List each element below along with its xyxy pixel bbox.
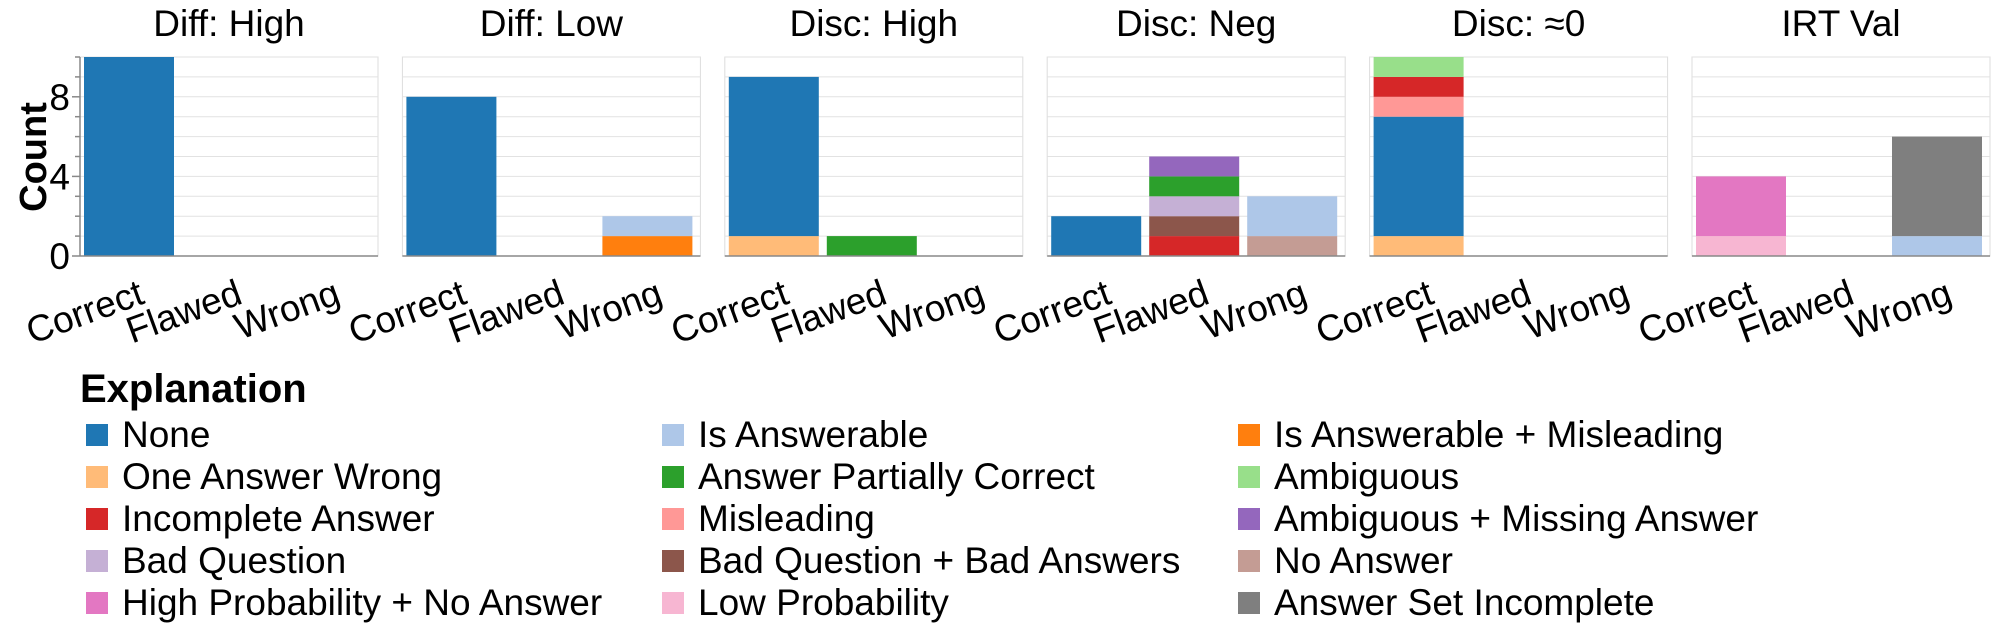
bar-segment [1373, 57, 1464, 77]
panel-title: Disc: Neg [1116, 3, 1276, 44]
bar-segment [602, 216, 693, 237]
legend-item: Incomplete Answer [86, 498, 662, 540]
legend-item: Bad Question + Bad Answers [662, 540, 1238, 582]
bar-segment [406, 96, 497, 256]
panel-title: Diff: High [153, 3, 305, 44]
bar-segment [728, 236, 819, 256]
legend-item: Ambiguous + Missing Answer [1238, 498, 1938, 540]
legend-item: Low Probability [662, 582, 1238, 624]
bar-segment [728, 76, 819, 237]
x-tick-label: Wrong [1196, 272, 1312, 348]
bar-segment [1247, 236, 1338, 256]
x-tick-label: Flawed [1410, 272, 1536, 351]
bar-segment [1373, 96, 1464, 117]
legend-item: Ambiguous [1238, 456, 1938, 498]
bar-segment [84, 57, 174, 256]
bar-segment [1696, 236, 1786, 256]
legend-swatch [86, 550, 108, 572]
legend-swatch [1238, 592, 1260, 614]
bar-segment [1373, 116, 1464, 237]
legend-item: High Probability + No Answer [86, 582, 662, 624]
legend-item: Is Answerable [662, 414, 1238, 456]
legend-label: No Answer [1274, 540, 1453, 581]
legend-label: Is Answerable [698, 414, 929, 455]
legend-label: None [122, 414, 211, 455]
legend-item: Answer Partially Correct [662, 456, 1238, 498]
legend-swatch [86, 592, 108, 614]
bar-segment [1051, 216, 1142, 256]
legend-swatch [86, 508, 108, 530]
legend-swatch [662, 424, 684, 446]
bar-segment [1149, 176, 1240, 197]
bar-segment [1149, 196, 1240, 217]
legend-label: Ambiguous [1274, 456, 1460, 497]
bar-segment [1149, 216, 1240, 237]
legend-label: Misleading [698, 498, 875, 539]
y-tick-label: 8 [49, 77, 70, 118]
bar-segment [1892, 136, 1982, 237]
bar-segment [1696, 176, 1786, 237]
x-tick-label: Wrong [1519, 272, 1635, 348]
legend-swatch [662, 550, 684, 572]
x-tick-label: Wrong [229, 272, 345, 348]
x-tick-label: Wrong [874, 272, 990, 348]
panel-title: IRT Val [1781, 3, 1900, 44]
legend-swatch [1238, 550, 1260, 572]
legend-label: Incomplete Answer [122, 498, 435, 539]
bar-segment [602, 236, 693, 256]
legend-swatch [662, 508, 684, 530]
legend-item: Is Answerable + Misleading [1238, 414, 1938, 456]
legend-swatch [1238, 466, 1260, 488]
y-tick-label: 0 [49, 236, 70, 277]
legend-item: One Answer Wrong [86, 456, 662, 498]
legend-swatch [1238, 508, 1260, 530]
legend-item: No Answer [1238, 540, 1938, 582]
legend-swatch [86, 424, 108, 446]
legend-item: Misleading [662, 498, 1238, 540]
legend: None One Answer Wrong Incomplete Answer Bad… [86, 414, 1986, 629]
bar-segment [1892, 236, 1982, 256]
legend-swatch [662, 592, 684, 614]
legend-swatch [1238, 424, 1260, 446]
legend-label: Bad Question + Bad Answers [698, 540, 1181, 581]
x-tick-label: Flawed [121, 272, 247, 351]
y-tick-label: 4 [49, 156, 70, 197]
legend-label: Bad Question [122, 540, 347, 581]
legend-label: Low Probability [698, 582, 949, 623]
x-tick-label: Wrong [551, 272, 667, 348]
x-tick-label: Flawed [1733, 272, 1859, 351]
bar-segment [1149, 236, 1240, 256]
legend-swatch [86, 466, 108, 488]
legend-label: High Probability + No Answer [122, 582, 603, 623]
y-axis-label: Count [13, 102, 55, 212]
legend-label: Ambiguous + Missing Answer [1274, 498, 1759, 539]
bar-segment [1373, 76, 1464, 97]
legend-title: Explanation [80, 367, 307, 411]
x-tick-label: Flawed [443, 272, 569, 351]
legend-label: Is Answerable + Misleading [1274, 414, 1724, 455]
x-tick-label: Flawed [765, 272, 891, 351]
legend-item: Answer Set Incomplete [1238, 582, 1938, 624]
x-tick-label: Flawed [1088, 272, 1214, 351]
legend-item: Bad Question [86, 540, 662, 582]
legend-swatch [662, 466, 684, 488]
bar-segment [1373, 236, 1464, 256]
legend-item: None [86, 414, 662, 456]
bar-segment [826, 236, 917, 256]
legend-label: One Answer Wrong [122, 456, 443, 497]
x-tick-label: Wrong [1841, 272, 1957, 348]
legend-label: Answer Set Incomplete [1274, 582, 1655, 623]
panel-title: Disc: High [789, 3, 958, 44]
legend-label: Answer Partially Correct [698, 456, 1095, 497]
bar-segment [1247, 196, 1338, 237]
panel-title: Diff: Low [480, 3, 624, 44]
panel-title: Disc: ≈0 [1452, 3, 1585, 44]
bar-segment [1149, 156, 1240, 177]
